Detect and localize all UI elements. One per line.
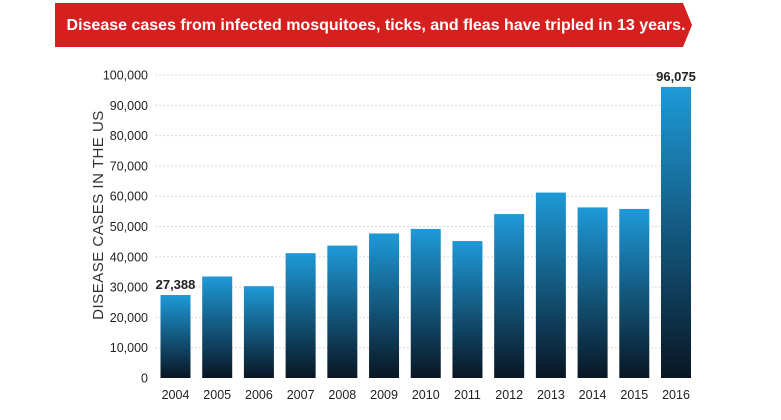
- x-tick-label: 2010: [412, 388, 440, 402]
- y-tick-label: 0: [141, 372, 148, 386]
- bar-2011: [452, 241, 483, 378]
- y-tick-label: 10,000: [110, 341, 148, 355]
- chart-title: Disease cases from infected mosquitoes, …: [67, 17, 686, 34]
- x-tick-label: 2013: [537, 388, 565, 402]
- y-tick-label: 100,000: [103, 69, 148, 83]
- y-tick-label: 70,000: [110, 159, 148, 173]
- x-tick-label: 2014: [579, 388, 607, 402]
- bar-2010: [410, 228, 441, 378]
- x-tick-label: 2005: [203, 388, 231, 402]
- x-tick-label: 2015: [620, 388, 648, 402]
- y-axis-ticks: 0 10,000 20,000 30,000 40,000 50,000 60,000 70,…: [103, 69, 148, 386]
- bar-2004: [160, 295, 191, 378]
- x-axis-labels: 2004 2005 2006 2007 2008 2009 2010 2011 2012 2013…: [162, 388, 690, 402]
- data-label-2016: 96,075: [656, 69, 696, 84]
- bar-2014: [577, 207, 608, 378]
- x-tick-label: 2011: [454, 388, 481, 402]
- bar-2015: [619, 208, 650, 378]
- y-tick-label: 50,000: [110, 220, 148, 234]
- bar-2006: [243, 286, 274, 378]
- data-label-2004: 27,388: [156, 277, 196, 292]
- y-tick-label: 40,000: [110, 250, 148, 264]
- y-tick-label: 30,000: [110, 281, 148, 295]
- x-tick-label: 2012: [495, 388, 523, 402]
- bar-2007: [285, 253, 316, 378]
- x-tick-label: 2006: [245, 388, 273, 402]
- x-tick-label: 2004: [162, 388, 190, 402]
- data-labels: 27,388 96,075: [156, 69, 696, 292]
- x-tick-label: 2016: [662, 388, 690, 402]
- y-tick-label: 60,000: [110, 190, 148, 204]
- x-tick-label: 2009: [370, 388, 398, 402]
- y-axis-title: DISEASE CASES IN THE US: [90, 110, 107, 320]
- bar-2012: [494, 214, 525, 378]
- bars: [160, 86, 691, 378]
- y-tick-label: 80,000: [110, 129, 148, 143]
- x-tick-label: 2008: [328, 388, 356, 402]
- x-tick-label: 2007: [287, 388, 315, 402]
- bar-2008: [327, 245, 358, 378]
- bar-2016: [661, 86, 691, 378]
- bar-2009: [369, 233, 400, 378]
- bar-2013: [535, 192, 566, 378]
- title-banner: [55, 3, 692, 47]
- y-tick-label: 90,000: [110, 99, 148, 113]
- y-tick-label: 20,000: [110, 311, 148, 325]
- bar-2005: [202, 276, 233, 378]
